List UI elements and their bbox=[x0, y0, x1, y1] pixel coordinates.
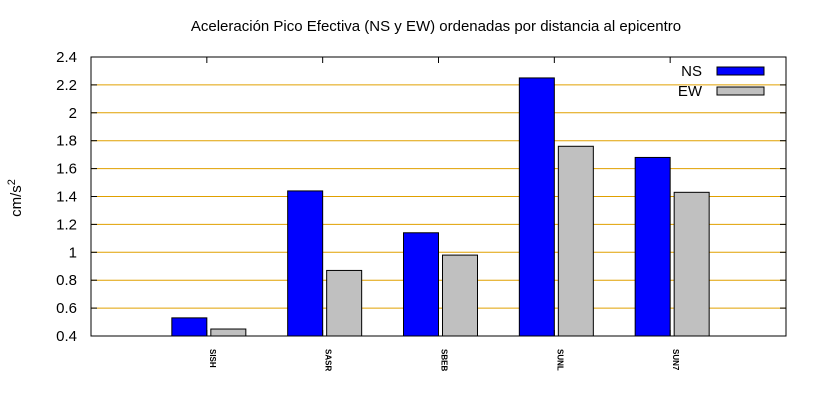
bars bbox=[171, 77, 710, 337]
y-axis-label-base: cm/s bbox=[8, 185, 25, 217]
y-tick-label: 0.4 bbox=[56, 328, 77, 345]
y-tick-label: 0.8 bbox=[56, 272, 77, 289]
y-tick-label: 2.2 bbox=[56, 77, 77, 94]
legend: NS EW bbox=[678, 63, 765, 100]
y-tick-label: 1 bbox=[69, 244, 77, 261]
x-tick-label: SASR bbox=[324, 349, 333, 371]
y-tick-label: 1.6 bbox=[56, 161, 77, 178]
y-axis-label: cm/s2 bbox=[6, 179, 25, 217]
bar-ew bbox=[326, 269, 363, 337]
y-tick-label: 2.4 bbox=[56, 49, 77, 66]
bar-ew bbox=[210, 328, 247, 337]
bar-ns bbox=[518, 77, 555, 337]
x-tick-label: SBEB bbox=[440, 349, 449, 371]
bar-ns bbox=[171, 317, 208, 337]
bar-ns bbox=[634, 156, 671, 337]
chart-title: Aceleración Pico Efectiva (NS y EW) orde… bbox=[191, 18, 681, 35]
x-tick-label: SISH bbox=[208, 349, 217, 368]
y-tick-labels: 0.4 0.6 0.8 1 1.2 1.4 1.6 1.8 2 2.2 2.4 bbox=[56, 49, 786, 345]
bar-ew bbox=[557, 145, 594, 337]
y-tick-label: 1.2 bbox=[56, 216, 77, 233]
bar-ns bbox=[287, 190, 324, 337]
y-tick-label: 0.6 bbox=[56, 300, 77, 317]
y-tick-label: 2 bbox=[69, 105, 77, 122]
y-axis-label-exponent: 2 bbox=[6, 179, 18, 185]
y-tick-label: 1.8 bbox=[56, 133, 77, 150]
x-tick-label: SUNL bbox=[555, 349, 564, 371]
x-tick-label: SUN7 bbox=[671, 349, 680, 371]
legend-swatch-ew bbox=[716, 86, 765, 96]
bar-ew bbox=[673, 191, 710, 337]
grid-lines bbox=[91, 84, 786, 309]
bar-ew bbox=[442, 254, 478, 337]
y-tick-label: 1.4 bbox=[56, 189, 77, 206]
bar-ns bbox=[403, 232, 439, 337]
legend-label-ns: NS bbox=[681, 63, 702, 80]
legend-label-ew: EW bbox=[678, 83, 703, 100]
legend-swatch-ns bbox=[716, 66, 765, 76]
x-tick-labels: SISH SASR SBEB SUNL SUN7 bbox=[206, 57, 680, 371]
